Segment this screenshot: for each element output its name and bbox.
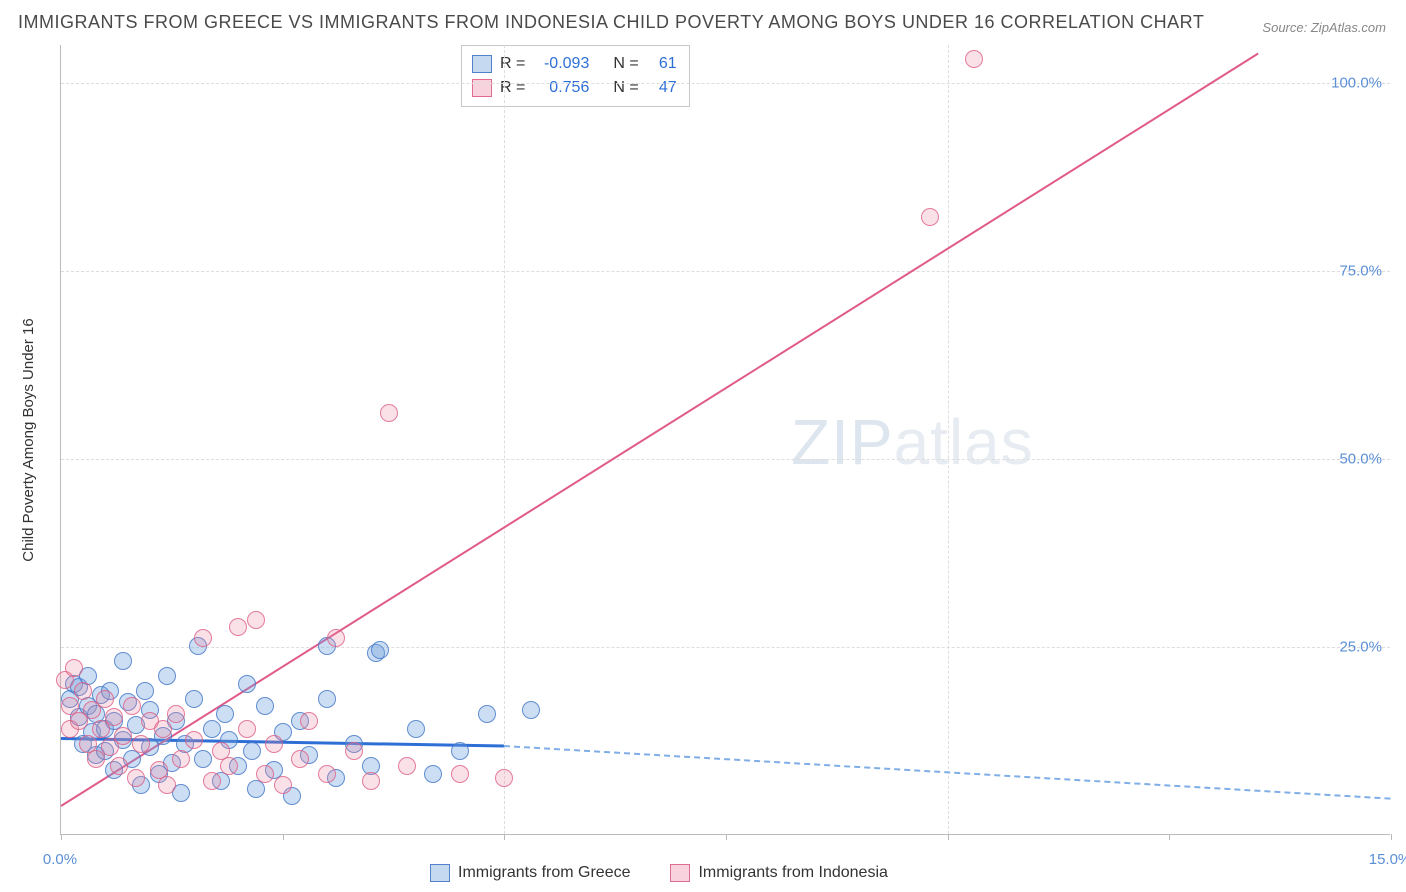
- y-tick-label: 50.0%: [1339, 450, 1382, 467]
- data-point: [158, 667, 176, 685]
- watermark-thin: atlas: [894, 406, 1034, 478]
- legend-label-indonesia: Immigrants from Indonesia: [698, 864, 887, 882]
- chart-title: IMMIGRANTS FROM GREECE VS IMMIGRANTS FRO…: [18, 12, 1204, 33]
- data-point: [172, 750, 190, 768]
- data-point: [451, 742, 469, 760]
- watermark-bold: ZIP: [791, 406, 894, 478]
- data-point: [247, 611, 265, 629]
- data-point: [291, 750, 309, 768]
- data-point: [495, 769, 513, 787]
- legend-item-indonesia: Immigrants from Indonesia: [670, 864, 887, 882]
- data-point: [114, 652, 132, 670]
- x-tick-label: 15.0%: [1369, 851, 1406, 868]
- data-point: [380, 404, 398, 422]
- data-point: [110, 757, 128, 775]
- n-label: N =: [613, 52, 638, 76]
- data-point: [407, 720, 425, 738]
- y-axis-title: Child Poverty Among Boys Under 16: [20, 318, 37, 561]
- legend-row-greece: R = -0.093 N = 61: [472, 52, 677, 76]
- y-tick-label: 100.0%: [1331, 74, 1382, 91]
- y-tick-label: 75.0%: [1339, 262, 1382, 279]
- data-point: [398, 757, 416, 775]
- correlation-legend: R = -0.093 N = 61 R = 0.756 N = 47: [461, 45, 690, 107]
- data-point: [362, 772, 380, 790]
- data-point: [424, 765, 442, 783]
- data-point: [220, 757, 238, 775]
- x-tick-label: 0.0%: [43, 851, 77, 868]
- data-point: [136, 682, 154, 700]
- swatch-blue-icon: [472, 55, 492, 73]
- series-legend: Immigrants from Greece Immigrants from I…: [430, 864, 888, 882]
- data-point: [451, 765, 469, 783]
- source-attribution: Source: ZipAtlas.com: [1262, 20, 1386, 35]
- data-point: [105, 708, 123, 726]
- x-tick-mark: [1169, 834, 1170, 840]
- data-point: [256, 697, 274, 715]
- n-label: N =: [613, 76, 638, 100]
- data-point: [965, 50, 983, 68]
- data-point: [327, 629, 345, 647]
- x-tick-mark: [61, 834, 62, 840]
- n-value-indonesia: 47: [647, 76, 677, 100]
- swatch-blue-icon: [430, 864, 450, 882]
- data-point: [243, 742, 261, 760]
- data-point: [132, 735, 150, 753]
- y-tick-label: 25.0%: [1339, 638, 1382, 655]
- data-point: [185, 690, 203, 708]
- data-point: [127, 769, 145, 787]
- data-point: [300, 712, 318, 730]
- plot-area: ZIPatlas R = -0.093 N = 61 R = 0.756 N =…: [60, 45, 1390, 835]
- data-point: [265, 735, 283, 753]
- data-point: [203, 720, 221, 738]
- legend-row-indonesia: R = 0.756 N = 47: [472, 76, 677, 100]
- data-point: [921, 208, 939, 226]
- data-point: [158, 776, 176, 794]
- r-value-greece: -0.093: [533, 52, 589, 76]
- r-value-indonesia: 0.756: [533, 76, 589, 100]
- data-point: [274, 776, 292, 794]
- source-value: ZipAtlas.com: [1311, 20, 1386, 35]
- data-point: [185, 731, 203, 749]
- legend-item-greece: Immigrants from Greece: [430, 864, 630, 882]
- x-tick-mark: [726, 834, 727, 840]
- trend-line: [60, 53, 1258, 807]
- data-point: [154, 720, 172, 738]
- data-point: [318, 765, 336, 783]
- source-label: Source:: [1262, 20, 1307, 35]
- legend-label-greece: Immigrants from Greece: [458, 864, 630, 882]
- data-point: [478, 705, 496, 723]
- x-tick-mark: [504, 834, 505, 840]
- data-point: [371, 641, 389, 659]
- data-point: [345, 742, 363, 760]
- x-tick-mark: [1391, 834, 1392, 840]
- n-value-greece: 61: [647, 52, 677, 76]
- watermark: ZIPatlas: [791, 405, 1034, 479]
- data-point: [238, 675, 256, 693]
- data-point: [216, 705, 234, 723]
- data-point: [194, 750, 212, 768]
- data-point: [123, 697, 141, 715]
- data-point: [65, 659, 83, 677]
- data-point: [74, 682, 92, 700]
- data-point: [238, 720, 256, 738]
- swatch-pink-icon: [670, 864, 690, 882]
- data-point: [229, 618, 247, 636]
- x-tick-mark: [948, 834, 949, 840]
- data-point: [194, 629, 212, 647]
- data-point: [96, 690, 114, 708]
- x-tick-mark: [283, 834, 284, 840]
- data-point: [114, 727, 132, 745]
- data-point: [256, 765, 274, 783]
- data-point: [318, 690, 336, 708]
- gridline-v: [504, 45, 505, 834]
- data-point: [522, 701, 540, 719]
- data-point: [203, 772, 221, 790]
- data-point: [167, 705, 185, 723]
- gridline-v: [948, 45, 949, 834]
